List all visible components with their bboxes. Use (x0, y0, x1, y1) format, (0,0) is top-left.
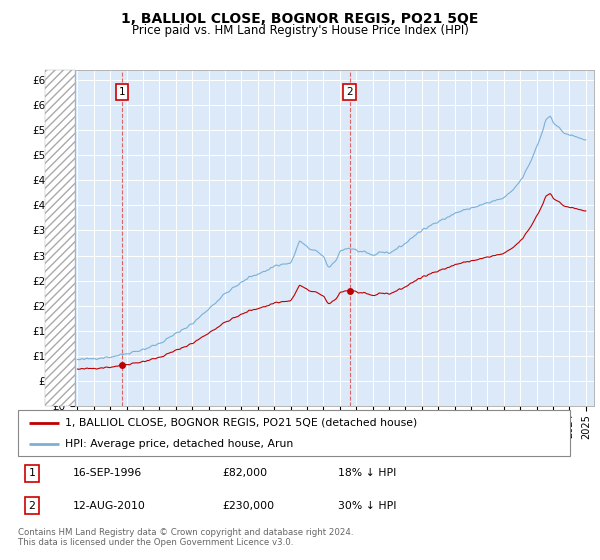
Text: £230,000: £230,000 (222, 501, 274, 511)
Text: 30% ↓ HPI: 30% ↓ HPI (338, 501, 397, 511)
Text: 1, BALLIOL CLOSE, BOGNOR REGIS, PO21 5QE (detached house): 1, BALLIOL CLOSE, BOGNOR REGIS, PO21 5QE… (65, 418, 417, 428)
Text: 1: 1 (118, 87, 125, 97)
Text: 18% ↓ HPI: 18% ↓ HPI (338, 468, 397, 478)
Text: Price paid vs. HM Land Registry's House Price Index (HPI): Price paid vs. HM Land Registry's House … (131, 24, 469, 37)
Text: 12-AUG-2010: 12-AUG-2010 (73, 501, 146, 511)
FancyBboxPatch shape (18, 410, 570, 456)
Bar (45, 70, 75, 406)
Text: HPI: Average price, detached house, Arun: HPI: Average price, detached house, Arun (65, 439, 293, 449)
Text: £82,000: £82,000 (222, 468, 268, 478)
Text: 1, BALLIOL CLOSE, BOGNOR REGIS, PO21 5QE: 1, BALLIOL CLOSE, BOGNOR REGIS, PO21 5QE (121, 12, 479, 26)
Text: 1: 1 (28, 468, 35, 478)
Text: Contains HM Land Registry data © Crown copyright and database right 2024.
This d: Contains HM Land Registry data © Crown c… (18, 528, 353, 547)
Text: 2: 2 (346, 87, 353, 97)
Text: 2: 2 (28, 501, 35, 511)
Text: 16-SEP-1996: 16-SEP-1996 (73, 468, 142, 478)
